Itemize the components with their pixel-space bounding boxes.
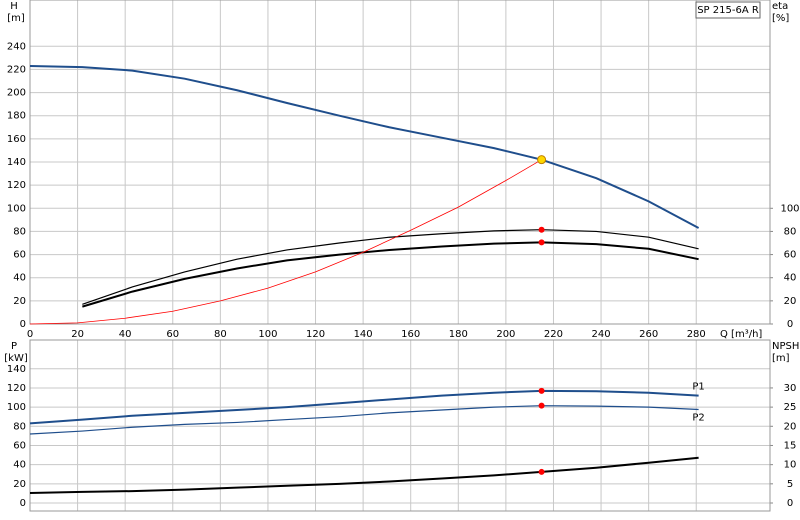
y-tick-label: 20	[13, 296, 26, 307]
operating-point	[538, 402, 545, 409]
y-tick-label: 220	[7, 64, 26, 75]
curve-label: P2	[692, 413, 704, 424]
y2-tick-label: 100	[780, 203, 799, 214]
y2-tick-label: 0	[787, 498, 793, 509]
curve	[29, 64, 700, 229]
y2-tick-label: 5	[787, 479, 793, 490]
y2-axis-unit: [m]	[772, 353, 790, 364]
x-tick-label: 240	[592, 329, 611, 340]
y-tick-label: 40	[13, 273, 26, 284]
y2-tick-label: 80	[784, 226, 797, 237]
y-tick-label: 60	[13, 250, 26, 261]
y2-tick-label: 0	[787, 319, 793, 330]
y-tick-label: 100	[7, 402, 26, 413]
title-box	[695, 1, 761, 19]
y2-axis-label: eta	[772, 1, 788, 12]
curve	[82, 241, 699, 308]
y-tick-label: 60	[13, 440, 26, 451]
y2-tick-label: 25	[784, 402, 797, 413]
y-axis-label: P	[11, 341, 17, 352]
x-tick-label: 0	[27, 329, 33, 340]
y2-tick-label: 30	[784, 383, 797, 394]
operating-point	[538, 468, 545, 475]
curve	[29, 389, 699, 425]
y-tick-label: 180	[7, 111, 26, 122]
y2-tick-label: 20	[784, 296, 797, 307]
x-tick-label: 220	[544, 329, 563, 340]
x-tick-label: 20	[71, 329, 84, 340]
y-axis-label: H	[10, 1, 18, 12]
x-tick-label: 200	[496, 329, 515, 340]
y-tick-label: 160	[7, 134, 26, 145]
y-tick-label: 140	[7, 364, 26, 375]
y-axis-unit: [m]	[7, 13, 25, 24]
operating-point	[537, 155, 547, 165]
x-tick-label: 140	[354, 329, 373, 340]
x-tick-label: 280	[687, 329, 706, 340]
y-tick-label: 80	[13, 226, 26, 237]
y2-tick-label: 10	[784, 460, 797, 471]
curve-label: P1	[692, 382, 704, 393]
y-tick-label: 140	[7, 157, 26, 168]
curve	[29, 405, 699, 435]
chart-title: SP 215-6A R	[697, 5, 759, 16]
y-axis-unit: [kW]	[4, 353, 28, 364]
y-tick-label: 80	[13, 421, 26, 432]
curve	[29, 159, 542, 325]
x-tick-label: 100	[258, 329, 277, 340]
x-tick-label: 120	[306, 329, 325, 340]
y-tick-label: 40	[13, 460, 26, 471]
y-tick-label: 200	[7, 88, 26, 99]
x-tick-label: 60	[166, 329, 179, 340]
x-tick-label: 260	[639, 329, 658, 340]
operating-point	[538, 239, 545, 246]
y-tick-label: 0	[20, 498, 26, 509]
y-tick-label: 0	[20, 319, 26, 330]
x-tick-label: 160	[401, 329, 420, 340]
x-tick-label: 80	[214, 329, 227, 340]
y2-axis-unit: [%]	[772, 13, 789, 24]
curve	[82, 229, 699, 305]
y-tick-label: 120	[7, 383, 26, 394]
operating-point	[538, 226, 545, 233]
y2-axis-label: NPSH	[772, 341, 799, 352]
curve	[29, 456, 699, 495]
y2-tick-label: 40	[784, 273, 797, 284]
x-tick-label: 180	[449, 329, 468, 340]
y-tick-label: 20	[13, 479, 26, 490]
y-tick-label: 240	[7, 41, 26, 52]
x-axis-label: Q [m³/h]	[720, 329, 762, 340]
plot-frame	[29, 0, 771, 325]
y2-tick-label: 60	[784, 250, 797, 261]
y-tick-label: 120	[7, 180, 26, 191]
x-tick-label: 40	[119, 329, 132, 340]
plot-frame	[29, 339, 771, 512]
y2-tick-label: 15	[784, 440, 797, 451]
operating-point	[538, 387, 545, 394]
y-tick-label: 100	[7, 203, 26, 214]
y2-tick-label: 20	[784, 421, 797, 432]
